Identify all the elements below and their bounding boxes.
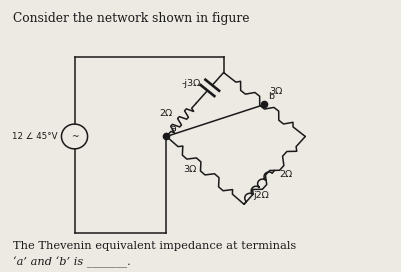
Text: The Thevenin equivalent impedance at terminals: The Thevenin equivalent impedance at ter… <box>13 241 296 251</box>
Text: 2Ω: 2Ω <box>159 109 172 118</box>
Text: 12 ∠ 45°V: 12 ∠ 45°V <box>12 132 57 141</box>
Text: j2Ω: j2Ω <box>253 191 269 200</box>
Text: ‘a’ and ‘b’ is _______.: ‘a’ and ‘b’ is _______. <box>13 256 131 268</box>
Text: -j3Ω: -j3Ω <box>181 79 200 88</box>
Text: ~: ~ <box>71 132 78 141</box>
Text: 3Ω: 3Ω <box>182 165 196 174</box>
Text: Consider the network shown in figure: Consider the network shown in figure <box>13 13 249 26</box>
Text: 2Ω: 2Ω <box>279 170 292 179</box>
Text: 3Ω: 3Ω <box>269 87 282 96</box>
Text: b: b <box>267 92 273 101</box>
Text: a: a <box>170 124 176 134</box>
